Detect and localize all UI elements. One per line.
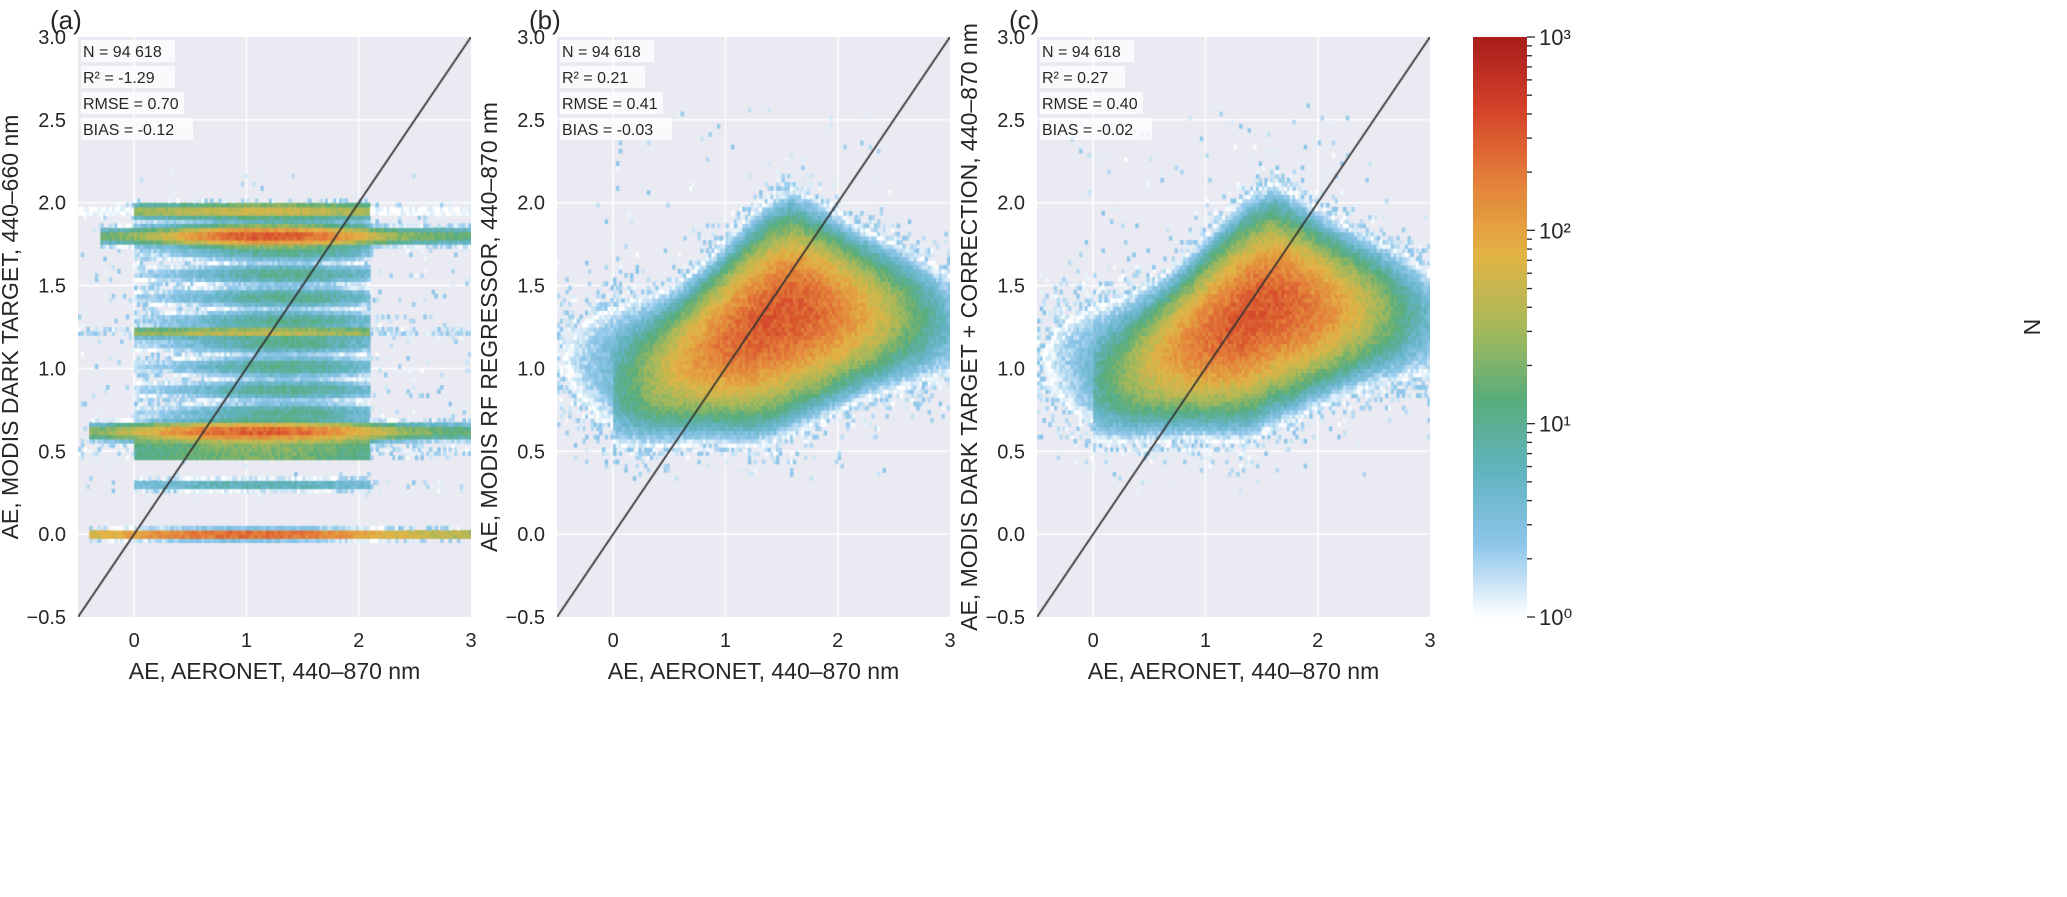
y-tick-label: −0.5 bbox=[506, 607, 545, 629]
y-tick-label: 0.0 bbox=[38, 524, 66, 546]
stat-text: RMSE = 0.40 bbox=[1042, 96, 1138, 113]
stat-text: BIAS = -0.02 bbox=[1042, 122, 1133, 139]
x-tick-label: 0 bbox=[129, 630, 140, 652]
stat-text: N = 94 618 bbox=[83, 44, 162, 61]
stat-box bbox=[560, 66, 645, 88]
x-tick-label: 3 bbox=[465, 630, 476, 652]
y-tick-label: 1.0 bbox=[997, 358, 1025, 380]
x-tick-label: 3 bbox=[944, 630, 955, 652]
stat-box bbox=[81, 118, 193, 140]
y-tick-label: 0.5 bbox=[997, 441, 1025, 463]
stat-text: BIAS = -0.03 bbox=[562, 122, 653, 139]
y-tick-label: 1.5 bbox=[38, 276, 66, 298]
y-tick-label: −0.5 bbox=[986, 607, 1025, 629]
y-tick-label: 1.0 bbox=[38, 358, 66, 380]
colorbar-label: N bbox=[2019, 319, 2045, 336]
colorbar-tick-label: 10³ bbox=[1539, 25, 1571, 50]
y-axis-label: AE, MODIS DARK TARGET + CORRECTION, 440–… bbox=[956, 23, 982, 631]
stat-box bbox=[560, 118, 672, 140]
x-tick-label: 2 bbox=[353, 630, 364, 652]
x-tick-label: 1 bbox=[1200, 630, 1211, 652]
y-tick-label: −0.5 bbox=[27, 607, 66, 629]
y-tick-label: 0.0 bbox=[517, 524, 545, 546]
stat-box bbox=[1040, 118, 1152, 140]
panel-label: (a) bbox=[50, 5, 82, 35]
stat-box bbox=[560, 92, 663, 114]
colorbar-gradient bbox=[1473, 37, 1527, 617]
x-tick-label: 1 bbox=[241, 630, 252, 652]
x-axis-label: AE, AERONET, 440–870 nm bbox=[608, 658, 900, 684]
y-axis-label: AE, MODIS RF REGRESSOR, 440–870 nm bbox=[476, 102, 502, 552]
stat-box bbox=[81, 92, 184, 114]
stat-text: R² = 0.27 bbox=[1042, 70, 1108, 87]
x-axis-label: AE, AERONET, 440–870 nm bbox=[1088, 658, 1380, 684]
y-tick-label: 2.0 bbox=[997, 193, 1025, 215]
stat-text: RMSE = 0.70 bbox=[83, 96, 179, 113]
colorbar-tick-label: 10⁰ bbox=[1539, 605, 1572, 630]
y-tick-label: 0.0 bbox=[997, 524, 1025, 546]
panel-a: (a) −0.5 0.0 0.5 1.0 1.5 2.0 2.5 3.0 0 1 2 3 AE, AERO… bbox=[0, 5, 477, 684]
x-tick-label: 0 bbox=[1088, 630, 1099, 652]
y-tick-label: 2.5 bbox=[38, 110, 66, 132]
panel-label: (b) bbox=[529, 5, 561, 35]
y-tick-label: 2.0 bbox=[517, 193, 545, 215]
y-tick-label: 2.5 bbox=[997, 110, 1025, 132]
x-axis-label: AE, AERONET, 440–870 nm bbox=[129, 658, 421, 684]
x-tick-label: 1 bbox=[720, 630, 731, 652]
stat-text: N = 94 618 bbox=[562, 44, 641, 61]
panel-c: (c) −0.5 0.0 0.5 1.0 1.5 2.0 2.5 3.0 0 1 2 3 AE, AERO… bbox=[956, 5, 1436, 684]
stat-box bbox=[81, 40, 175, 62]
y-tick-label: 2.0 bbox=[38, 193, 66, 215]
y-tick-label: 0.5 bbox=[517, 441, 545, 463]
y-axis-label: AE, MODIS DARK TARGET, 440–660 nm bbox=[0, 115, 23, 540]
panel-label: (c) bbox=[1009, 5, 1039, 35]
stat-box bbox=[560, 40, 654, 62]
stat-box bbox=[1040, 66, 1125, 88]
colorbar-tick-label: 10² bbox=[1539, 218, 1571, 243]
colorbar: 10⁰ 10¹ 10² 10³ N bbox=[1527, 25, 2045, 630]
stat-box bbox=[1040, 40, 1134, 62]
x-tick-label: 0 bbox=[608, 630, 619, 652]
panel-b: (b) −0.5 0.0 0.5 1.0 1.5 2.0 2.5 3.0 0 1 2 3 AE, AERO… bbox=[476, 5, 956, 684]
stat-text: BIAS = -0.12 bbox=[83, 122, 174, 139]
y-tick-label: 2.5 bbox=[517, 110, 545, 132]
stat-text: N = 94 618 bbox=[1042, 44, 1121, 61]
colorbar-tick-label: 10¹ bbox=[1539, 412, 1571, 437]
y-tick-label: 3.0 bbox=[38, 27, 66, 49]
stat-text: R² = 0.21 bbox=[562, 70, 628, 87]
y-tick-label: 1.0 bbox=[517, 358, 545, 380]
stat-text: RMSE = 0.41 bbox=[562, 96, 658, 113]
y-tick-label: 0.5 bbox=[38, 441, 66, 463]
y-tick-label: 3.0 bbox=[517, 27, 545, 49]
stat-text: R² = -1.29 bbox=[83, 70, 155, 87]
x-tick-label: 2 bbox=[832, 630, 843, 652]
y-tick-label: 3.0 bbox=[997, 27, 1025, 49]
y-tick-label: 1.5 bbox=[997, 276, 1025, 298]
stat-box bbox=[1040, 92, 1143, 114]
y-tick-label: 1.5 bbox=[517, 276, 545, 298]
x-tick-label: 2 bbox=[1312, 630, 1323, 652]
stat-box bbox=[81, 66, 175, 88]
x-tick-label: 3 bbox=[1424, 630, 1435, 652]
